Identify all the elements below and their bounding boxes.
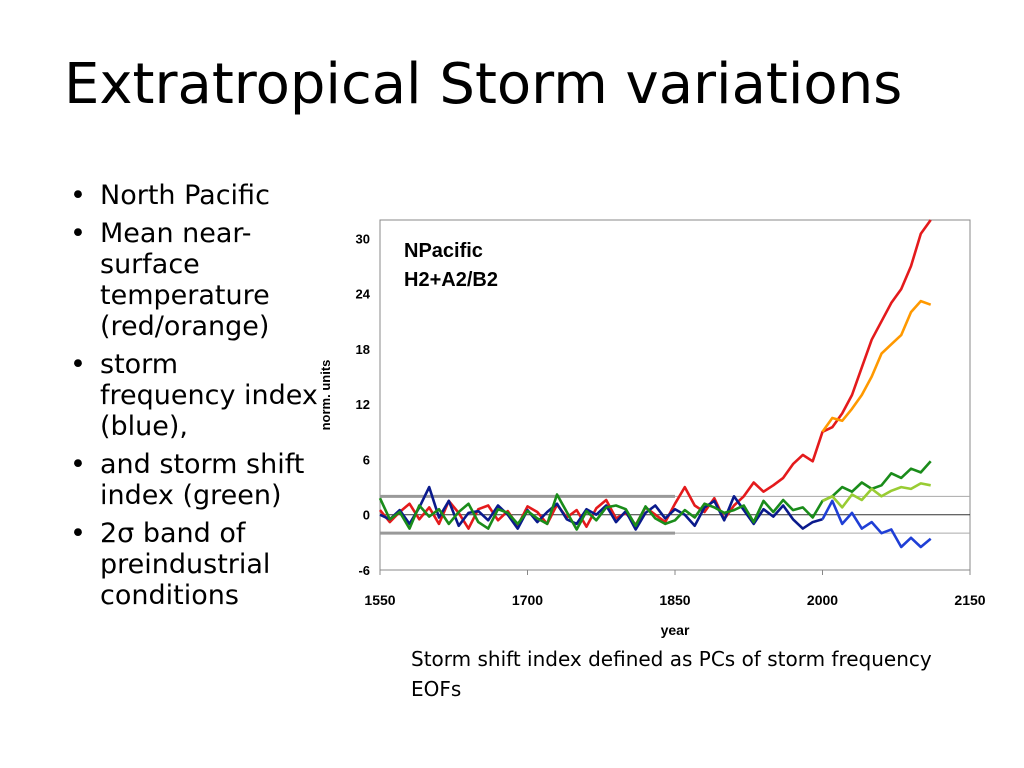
y-tick-label: 30 (356, 231, 370, 246)
chart-container: -6 0 6 12 18 24 30 1550 1700 1850 2000 2150 year norm… (300, 200, 1000, 650)
bullet-list: • North Pacific • Mean near-surface temper… (70, 180, 320, 618)
x-axis-label: year (661, 622, 690, 638)
bullet-marker: • (70, 180, 86, 211)
series-line-2 (379, 485, 823, 531)
y-tick-label: 6 (363, 452, 370, 467)
bullet-marker: • (70, 349, 86, 380)
slide-title: Extratropical Storm variations (64, 52, 903, 117)
y-tick-label: 0 (363, 508, 370, 523)
bullet-text: Mean near-surface temperature (red/orang… (100, 218, 270, 342)
series-line-1 (821, 299, 932, 433)
bullet-marker: • (70, 518, 86, 549)
bullet-item: • and storm shift index (green) (70, 449, 320, 511)
bullet-item: • storm frequency index (blue), (70, 349, 320, 442)
y-tick-label: 12 (356, 397, 370, 412)
bullet-item: • Mean near-surface temperature (red/oran… (70, 218, 320, 342)
bullet-marker: • (70, 449, 86, 480)
y-tick-label: -6 (358, 563, 370, 578)
x-tick-label: 2000 (807, 592, 838, 608)
chart-caption: Storm shift index defined as PCs of stor… (411, 647, 932, 701)
y-axis-label: norm. units (318, 360, 333, 431)
chart-title-line-0: NPacific (404, 240, 483, 262)
x-tick-label: 1550 (364, 592, 395, 608)
bullet-item: • 2σ band of preindustrial conditions (70, 518, 320, 611)
series-line-3 (821, 499, 932, 549)
bullet-marker: • (70, 218, 86, 249)
series-line-0 (378, 219, 932, 530)
y-tick-label: 24 (356, 287, 371, 302)
series-line-5 (821, 482, 931, 509)
line-chart: -6 0 6 12 18 24 30 1550 1700 1850 2000 2150 year norm… (318, 219, 986, 638)
x-tick-label: 1850 (659, 592, 690, 608)
bullet-text: North Pacific (100, 180, 270, 211)
bullet-text: and storm shift index (green) (100, 449, 305, 511)
chart-title-line-1: H2+A2/B2 (404, 269, 498, 291)
bullet-text: 2σ band of preindustrial conditions (100, 518, 271, 611)
bullet-item: • North Pacific (70, 180, 320, 211)
y-tick-label: 18 (356, 342, 370, 357)
series-line-4 (378, 460, 932, 531)
bullet-text: storm frequency index (blue), (100, 349, 318, 442)
x-tick-label: 1700 (512, 592, 543, 608)
x-tick-label: 2150 (954, 592, 985, 608)
